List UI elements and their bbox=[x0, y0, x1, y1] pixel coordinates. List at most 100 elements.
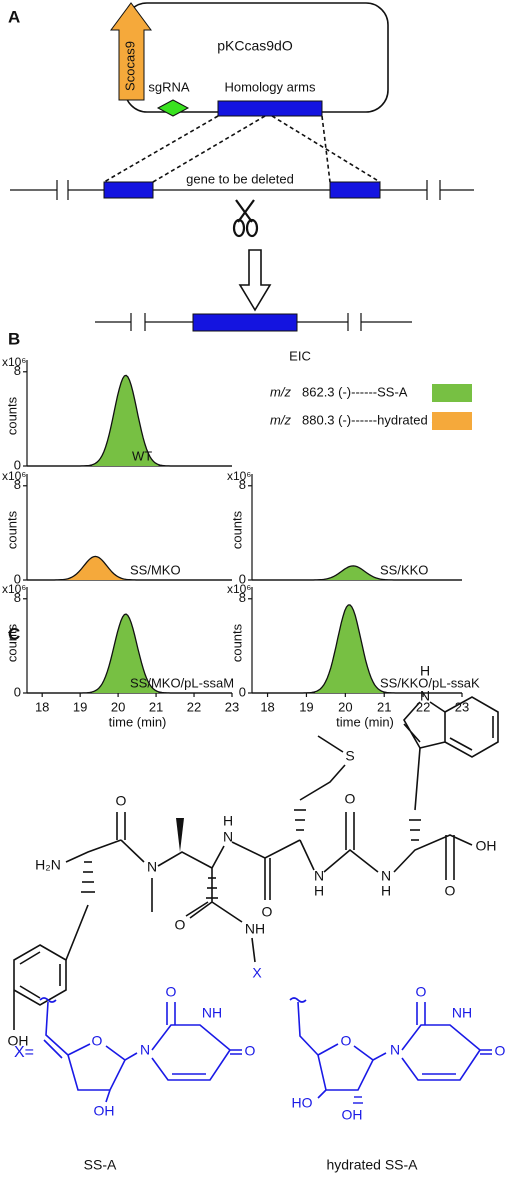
x-axis-label: time (min) bbox=[336, 714, 394, 729]
charts: m/z 862.3 (-)------SS-A m/z 880.3 (-)------… bbox=[2, 355, 480, 729]
structure-bonds bbox=[13, 696, 499, 1030]
peak-area bbox=[318, 565, 387, 580]
atom: O bbox=[166, 984, 177, 1000]
series-label: SS/KKO/pL-ssaK bbox=[380, 675, 480, 690]
y-tick-label: 8 bbox=[239, 590, 246, 605]
atom: O bbox=[92, 1033, 103, 1049]
y-tick-label: 8 bbox=[14, 590, 21, 605]
x-tick-label: 19 bbox=[73, 699, 87, 714]
atom: OH bbox=[94, 1103, 115, 1119]
panel-label: C bbox=[8, 624, 20, 643]
multiplier: x10⁶ bbox=[227, 582, 251, 596]
multiplier: x10⁶ bbox=[227, 469, 251, 483]
gene-arrow bbox=[110, 2, 152, 101]
atom: O bbox=[116, 793, 127, 809]
y-tick-label: 0 bbox=[14, 571, 21, 586]
y-tick-label: 0 bbox=[239, 571, 246, 586]
atom: O bbox=[245, 1043, 256, 1059]
atom: NH bbox=[452, 1005, 472, 1021]
y-axis-label: counts bbox=[4, 623, 19, 662]
x-tick-label: 23 bbox=[455, 699, 469, 714]
plasmid-label: pKCcas9dO bbox=[217, 38, 293, 54]
homology-merged bbox=[192, 313, 298, 332]
atom: H bbox=[223, 813, 233, 829]
atom: H bbox=[420, 663, 430, 679]
homology-arms bbox=[217, 100, 323, 117]
x-tick-label: 20 bbox=[338, 699, 352, 714]
legend-text: 862.3 (-)------SS-A bbox=[302, 384, 408, 399]
y-axis-label: counts bbox=[229, 510, 244, 549]
atom: O bbox=[175, 917, 186, 933]
trace bbox=[27, 555, 232, 581]
atom: H bbox=[381, 883, 391, 899]
x-tick-label: 23 bbox=[225, 699, 239, 714]
panel-label: A bbox=[8, 7, 20, 26]
trace bbox=[252, 604, 462, 694]
legend-swatch bbox=[432, 384, 472, 402]
x-tick-label: 18 bbox=[35, 699, 49, 714]
atom: O bbox=[495, 1043, 506, 1059]
series-label: SS/MKO bbox=[130, 562, 181, 577]
atom: O bbox=[262, 904, 273, 920]
legend-swatch bbox=[432, 412, 472, 430]
legend-prefix: m/z bbox=[270, 412, 291, 427]
atom: OH bbox=[342, 1107, 363, 1123]
atom: NH bbox=[202, 1005, 222, 1021]
x-label: X= bbox=[14, 1044, 34, 1061]
dashed-links bbox=[103, 115, 381, 183]
atom: S bbox=[345, 748, 354, 764]
atom: N bbox=[147, 859, 157, 875]
peak-area bbox=[315, 604, 384, 693]
peak-area bbox=[61, 556, 128, 580]
multiplier: x10⁶ bbox=[2, 469, 26, 483]
y-tick-label: 0 bbox=[14, 457, 21, 472]
atom: N bbox=[381, 868, 391, 884]
atom: X bbox=[252, 965, 262, 981]
y-tick-label: 0 bbox=[239, 684, 246, 699]
multiplier: x10⁶ bbox=[2, 355, 26, 369]
y-tick-label: 8 bbox=[14, 363, 21, 378]
homology-right bbox=[329, 181, 381, 199]
arrow-down bbox=[238, 249, 272, 312]
trace bbox=[27, 613, 232, 694]
atoms: H₂N O N H N O NH X O H N S O H N H N OH … bbox=[8, 663, 497, 1049]
atom: H bbox=[314, 883, 324, 899]
x-tick-label: 19 bbox=[299, 699, 313, 714]
atom: O bbox=[445, 883, 456, 899]
atom: N bbox=[314, 868, 324, 884]
compound-name: SS-A bbox=[84, 1157, 117, 1173]
atom: HO bbox=[292, 1095, 313, 1111]
x-tick-label: 21 bbox=[149, 699, 163, 714]
y-tick-label: 8 bbox=[14, 477, 21, 492]
atom: NH bbox=[245, 921, 265, 937]
trace bbox=[252, 565, 462, 581]
sgrna-label: sgRNA bbox=[148, 79, 190, 94]
trace bbox=[27, 374, 232, 467]
peak-area bbox=[91, 614, 159, 693]
scissors bbox=[232, 199, 259, 238]
atom: N bbox=[223, 829, 233, 845]
atom: OH bbox=[476, 838, 497, 854]
y-tick-label: 0 bbox=[14, 684, 21, 699]
atom: O bbox=[341, 1033, 352, 1049]
compound-name: hydrated SS-A bbox=[326, 1157, 418, 1173]
peak-area bbox=[91, 375, 159, 466]
x-tick-label: 18 bbox=[260, 699, 274, 714]
multiplier: x10⁶ bbox=[2, 582, 26, 596]
homology-left bbox=[103, 181, 154, 199]
ss-a-bonds bbox=[39, 997, 242, 1103]
panel-label: B bbox=[8, 329, 20, 348]
atom: N bbox=[420, 688, 430, 704]
atom: H₂N bbox=[35, 857, 61, 873]
x-tick-label: 20 bbox=[111, 699, 125, 714]
legend-text: 880.3 (-)------hydrated SS-A bbox=[302, 412, 462, 427]
x-tick-label: 21 bbox=[377, 699, 391, 714]
gene-label: Scocas9 bbox=[122, 41, 137, 91]
atom: OH bbox=[8, 1033, 29, 1049]
homology-label: Homology arms bbox=[224, 79, 316, 94]
plasmid bbox=[124, 2, 389, 113]
x-axis-label: time (min) bbox=[109, 714, 167, 729]
x-tick-label: 22 bbox=[187, 699, 201, 714]
y-axis-label: counts bbox=[229, 623, 244, 662]
